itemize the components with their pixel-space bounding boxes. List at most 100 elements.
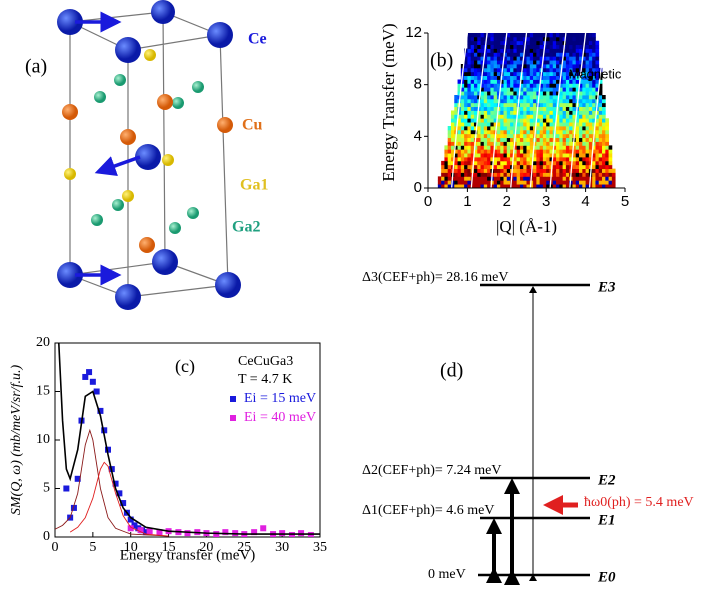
heatmap-cell — [569, 137, 573, 142]
heatmap-cell — [582, 87, 586, 92]
heatmap-cell — [510, 106, 514, 111]
heatmap-cell — [470, 106, 475, 111]
heatmap-cell — [559, 118, 564, 123]
heatmap-cell — [588, 114, 593, 119]
heatmap-cell — [447, 172, 452, 177]
x-tick-label: 4 — [581, 193, 589, 210]
heatmap-cell — [473, 149, 478, 154]
heatmap-cell — [513, 180, 518, 185]
heatmap-cell — [595, 149, 600, 154]
heatmap-cell — [500, 164, 504, 170]
heatmap-cell — [529, 102, 534, 108]
heatmap-cell — [536, 153, 541, 158]
heatmap-cell — [444, 168, 449, 173]
heatmap-cell — [523, 168, 527, 173]
heatmap-cell — [582, 95, 586, 100]
heatmap-cell — [539, 60, 544, 65]
heatmap-cell — [539, 160, 544, 166]
heatmap-cell — [588, 129, 593, 135]
heatmap-cell — [503, 87, 508, 92]
heatmap-cell — [470, 149, 475, 154]
heatmap-cell — [559, 137, 564, 142]
heatmap-cell — [490, 114, 495, 119]
heatmap-cell — [539, 168, 544, 173]
heatmap-cell — [605, 137, 609, 142]
heatmap-cell — [572, 153, 577, 158]
heatmap-cell — [510, 145, 514, 150]
heatmap-cell — [565, 102, 570, 108]
heatmap-cell — [487, 141, 491, 146]
heatmap-cell — [470, 75, 475, 80]
heatmap-cell — [487, 129, 491, 135]
heatmap-cell — [579, 164, 583, 170]
heatmap-cell — [546, 168, 550, 173]
heatmap-cell — [556, 56, 560, 61]
heatmap-cell — [556, 75, 560, 80]
atom-label: Ce — [248, 31, 267, 48]
heatmap-cell — [582, 168, 586, 173]
heatmap-cell — [579, 153, 583, 158]
heatmap-cell — [575, 168, 580, 173]
heatmap-cell — [562, 91, 567, 96]
heatmap-cell — [579, 149, 583, 154]
heatmap-cell — [569, 48, 573, 53]
heatmap-cell — [506, 122, 511, 127]
heatmap-cell — [500, 172, 504, 177]
heatmap-cell — [585, 36, 590, 42]
detector-arc — [588, 32, 606, 189]
heatmap-cell — [533, 157, 537, 162]
heatmap-cell — [552, 122, 557, 127]
heatmap-cell — [467, 48, 472, 53]
heatmap-cell — [598, 106, 603, 111]
heatmap-cell — [562, 149, 567, 154]
heatmap-cell — [539, 83, 544, 88]
heatmap-cell — [562, 56, 567, 61]
heatmap-cell — [464, 149, 468, 154]
panel-label: (d) — [440, 360, 463, 382]
heatmap-cell — [536, 141, 541, 146]
heatmap-cell — [523, 36, 527, 42]
heatmap-cell — [473, 36, 478, 42]
heatmap-cell — [569, 157, 573, 162]
heatmap-cell — [487, 164, 491, 170]
heatmap-cell — [585, 184, 590, 189]
heatmap-cell — [450, 122, 455, 127]
heatmap-cell — [444, 153, 449, 158]
heatmap-cell — [477, 133, 481, 139]
heatmap-cell — [539, 126, 544, 131]
heatmap-cell — [510, 149, 514, 154]
heatmap-cell — [569, 52, 573, 57]
heatmap-cell — [536, 87, 541, 92]
heatmap-cell — [500, 114, 504, 119]
heatmap-cell — [473, 48, 478, 53]
heatmap-cell — [579, 56, 583, 61]
heatmap-cell — [546, 172, 550, 177]
heatmap-cell — [477, 157, 481, 162]
heatmap-cell — [598, 157, 603, 162]
heatmap-cell — [464, 145, 468, 150]
heatmap-cell — [503, 129, 508, 135]
heatmap-cell — [529, 180, 534, 185]
heatmap-cell — [526, 160, 531, 166]
heatmap-cell — [490, 153, 495, 158]
heatmap-cell — [592, 110, 596, 115]
heatmap-cell — [562, 64, 567, 69]
heatmap-cell — [503, 60, 508, 65]
heatmap-cell — [464, 102, 468, 108]
heatmap-cell — [533, 75, 537, 80]
heatmap-cell — [605, 184, 609, 189]
heatmap-cell — [493, 141, 498, 146]
heatmap-cell — [542, 87, 547, 92]
heatmap-cell — [585, 168, 590, 173]
heatmap-cell — [602, 160, 606, 166]
heatmap-cell — [460, 91, 465, 96]
heatmap-cell — [572, 110, 577, 115]
heatmap-cell — [533, 168, 537, 173]
heatmap-cell — [516, 106, 521, 111]
heatmap-cell — [582, 36, 586, 42]
heatmap-cell — [575, 114, 580, 119]
heatmap-cell — [454, 126, 458, 131]
heatmap-cell — [582, 71, 586, 77]
heatmap-cell — [552, 83, 557, 88]
heatmap-cell — [519, 87, 524, 92]
